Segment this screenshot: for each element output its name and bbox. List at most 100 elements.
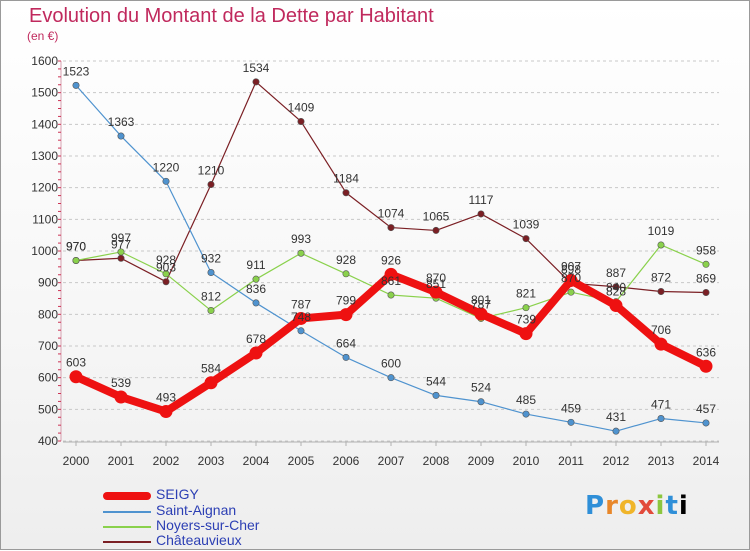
data-point-noyers-sur-cher [387,291,395,299]
data-label-seigy: 636 [696,345,716,359]
data-point-saint-aignan [117,132,125,140]
data-point-noyers-sur-cher [567,288,575,296]
data-label-chateauvieux: 1074 [378,207,405,221]
data-label-seigy: 493 [156,391,176,405]
data-label-noyers-sur-cher: 821 [516,287,536,301]
data-point-saint-aignan [252,299,260,307]
data-label-noyers-sur-cher: 812 [201,290,221,304]
data-label-saint-aignan: 1363 [108,115,135,129]
data-point-saint-aignan [297,327,305,335]
data-point-seigy [159,405,173,419]
legend-swatch-noyers-sur-cher [103,526,151,528]
data-label-noyers-sur-cher: 851 [426,277,446,291]
data-point-saint-aignan [342,353,350,361]
data-label-noyers-sur-cher: 958 [696,243,716,257]
y-tick-label: 900 [38,276,58,290]
x-tick-label: 2005 [288,454,315,468]
legend-swatch-saint-aignan [103,511,151,513]
data-label-saint-aignan: 748 [291,310,311,324]
data-label-saint-aignan: 431 [606,410,626,424]
y-tick-label: 800 [38,307,58,321]
data-point-seigy [114,390,128,404]
legend-swatch-seigy [103,492,151,500]
data-label-saint-aignan: 471 [651,398,671,412]
y-tick-label: 700 [38,339,58,353]
data-point-noyers-sur-cher [162,270,170,278]
data-label-saint-aignan: 932 [201,252,221,266]
data-label-noyers-sur-cher: 911 [246,258,265,272]
y-tick-label: 1600 [31,54,58,68]
data-label-seigy: 926 [381,253,401,267]
data-label-chateauvieux: 872 [651,271,671,285]
data-point-seigy [429,285,443,299]
data-label-seigy: 799 [336,294,356,308]
data-label-noyers-sur-cher: 928 [156,253,176,267]
data-label-seigy: 801 [471,293,491,307]
y-tick-label: 1100 [32,212,58,226]
x-tick-label: 2000 [63,454,90,468]
data-point-seigy [699,359,713,373]
data-label-noyers-sur-cher: 970 [66,240,86,254]
data-point-seigy [69,370,83,384]
legend-label-noyers-sur-cher: Noyers-sur-Cher [156,517,260,533]
x-tick-label: 2007 [378,454,405,468]
data-point-saint-aignan [387,374,395,382]
data-label-noyers-sur-cher: 861 [381,274,401,288]
data-point-chateauvieux [117,254,125,262]
legend-label-saint-aignan: Saint-Aignan [156,502,237,518]
data-point-noyers-sur-cher [252,275,260,283]
x-tick-label: 2004 [243,454,270,468]
data-label-chateauvieux: 1117 [469,193,494,207]
data-point-saint-aignan [612,427,620,435]
data-point-noyers-sur-cher [297,249,305,257]
data-label-chateauvieux: 903 [156,261,176,275]
data-label-noyers-sur-cher: 870 [561,271,581,285]
data-point-saint-aignan [477,398,485,406]
x-tick-label: 2014 [693,454,720,468]
data-point-seigy [339,308,353,322]
data-label-saint-aignan: 457 [696,402,716,416]
legend-swatch-chateauvieux [103,541,151,543]
data-point-noyers-sur-cher [702,260,710,268]
data-point-chateauvieux [252,78,260,86]
data-point-seigy [249,346,263,360]
data-point-seigy [294,311,308,325]
data-label-chateauvieux: 1039 [513,218,540,232]
data-label-seigy: 907 [561,259,581,273]
y-tick-label: 1000 [31,244,58,258]
chart-title: Evolution du Montant de la Dette par Hab… [29,5,434,27]
data-label-saint-aignan: 459 [561,401,581,415]
y-tick-label: 500 [38,402,58,416]
data-point-seigy [474,307,488,321]
data-label-chateauvieux: 1409 [288,100,315,114]
data-label-chateauvieux: 898 [561,262,581,276]
data-label-seigy: 603 [66,356,86,370]
data-label-noyers-sur-cher: 928 [336,253,356,267]
data-point-chateauvieux [477,210,485,218]
data-point-seigy [519,327,533,341]
proxiti-logo: Proxiti [585,491,689,521]
data-point-seigy [564,273,578,287]
data-label-chateauvieux: 1184 [333,172,359,186]
data-label-seigy: 539 [111,376,131,390]
data-label-saint-aignan: 836 [246,282,266,296]
data-label-chateauvieux: 977 [111,237,131,251]
data-label-chateauvieux: 1210 [198,164,225,178]
data-label-seigy: 870 [426,271,446,285]
data-label-noyers-sur-cher: 993 [291,232,311,246]
data-point-seigy [384,267,398,281]
x-tick-label: 2002 [153,454,180,468]
data-point-chateauvieux [387,224,395,232]
data-point-saint-aignan [702,419,710,427]
y-tick-label: 1200 [31,181,58,195]
y-tick-label: 1400 [31,117,58,131]
y-tick-label: 400 [38,434,58,448]
x-tick-label: 2006 [333,454,360,468]
x-tick-label: 2008 [423,454,450,468]
data-point-chateauvieux [207,181,215,189]
data-label-noyers-sur-cher: 840 [606,281,626,295]
data-label-seigy: 706 [651,323,671,337]
data-point-chateauvieux [702,288,710,296]
data-label-chateauvieux: 970 [66,240,86,254]
